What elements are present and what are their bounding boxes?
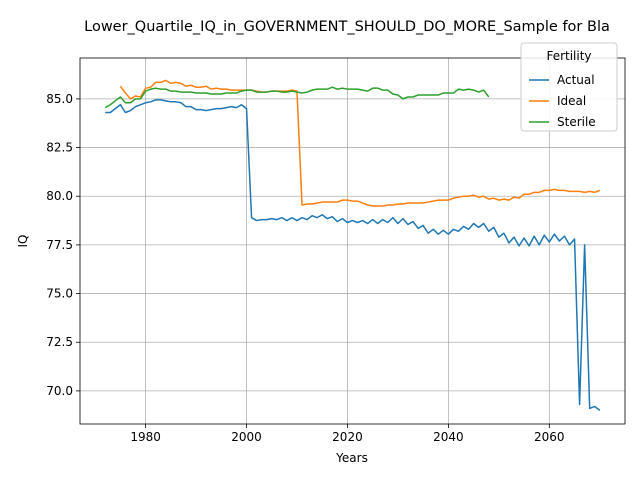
y-tick-label: 80.0 bbox=[46, 189, 73, 203]
y-axis-ticks: 70.0 72.5 75.0 77.5 80.0 82.5 85.0 bbox=[46, 92, 80, 398]
legend-label-ideal: Ideal bbox=[557, 94, 586, 108]
y-tick-label: 85.0 bbox=[46, 92, 73, 106]
series-lines bbox=[104, 79, 601, 411]
legend-label-sterile: Sterile bbox=[557, 115, 596, 129]
y-tick-label: 75.0 bbox=[46, 287, 73, 301]
series-line-ideal bbox=[119, 79, 601, 207]
x-tick-label: 2000 bbox=[231, 430, 262, 444]
legend-box bbox=[520, 42, 618, 132]
plot-frame bbox=[79, 57, 626, 425]
legend: Fertility Actual Ideal Sterile bbox=[520, 42, 618, 132]
x-tick-label: 2060 bbox=[534, 430, 565, 444]
y-tick-label: 82.5 bbox=[46, 141, 73, 155]
series-line-sterile bbox=[104, 86, 490, 109]
x-axis-label: Years bbox=[335, 451, 368, 465]
x-tick-label: 2020 bbox=[332, 430, 363, 444]
y-tick-label: 72.5 bbox=[46, 335, 73, 349]
y-axis-label: IQ bbox=[16, 235, 30, 248]
x-tick-label: 2040 bbox=[433, 430, 464, 444]
y-tick-label: 70.0 bbox=[46, 384, 73, 398]
chart-title: Lower_Quartile_IQ_in_GOVERNMENT_SHOULD_D… bbox=[84, 19, 610, 35]
series-line-actual bbox=[105, 99, 601, 411]
x-axis-ticks: 1980 2000 2020 2040 2060 bbox=[130, 424, 565, 444]
legend-title: Fertility bbox=[546, 49, 591, 63]
legend-label-actual: Actual bbox=[557, 73, 595, 87]
y-tick-label: 77.5 bbox=[46, 238, 73, 252]
x-tick-label: 1980 bbox=[130, 430, 161, 444]
